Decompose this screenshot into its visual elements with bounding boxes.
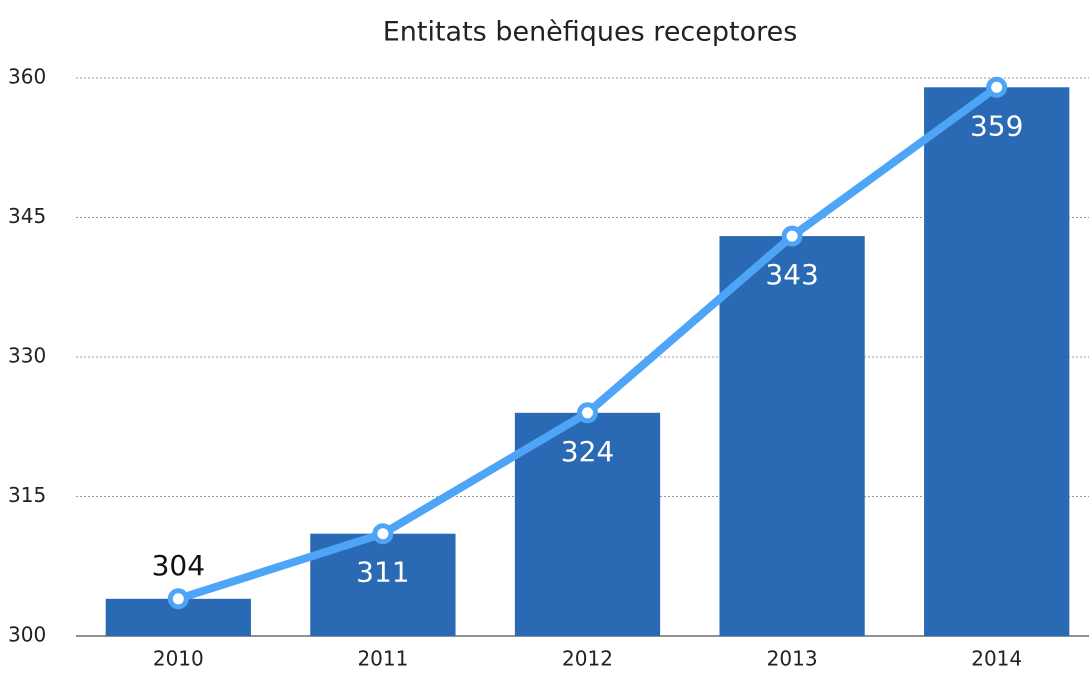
x-tick-label: 2012 (562, 647, 613, 671)
data-label: 324 (561, 435, 614, 468)
data-label: 359 (970, 109, 1023, 142)
x-tick-label: 2011 (357, 647, 408, 671)
x-tick-label: 2010 (153, 647, 204, 671)
bar (924, 87, 1070, 637)
bar (514, 412, 661, 636)
y-tick-label: 315 (8, 483, 46, 507)
y-tick-label: 330 (8, 344, 46, 368)
data-label: 311 (356, 556, 409, 589)
y-tick-label: 345 (8, 204, 46, 228)
bar (719, 236, 865, 636)
data-label: 304 (152, 549, 205, 582)
chart-title: Entitats benèfiques receptores (383, 17, 798, 48)
x-tick-label: 2014 (971, 647, 1022, 671)
y-tick-label: 300 (8, 623, 46, 647)
point (986, 76, 1008, 98)
data-label: 343 (765, 258, 818, 291)
point (577, 402, 598, 424)
point (781, 225, 803, 247)
point (167, 588, 189, 610)
y-tick-label: 360 (8, 65, 46, 89)
point (372, 523, 394, 545)
x-tick-label: 2013 (767, 647, 818, 671)
